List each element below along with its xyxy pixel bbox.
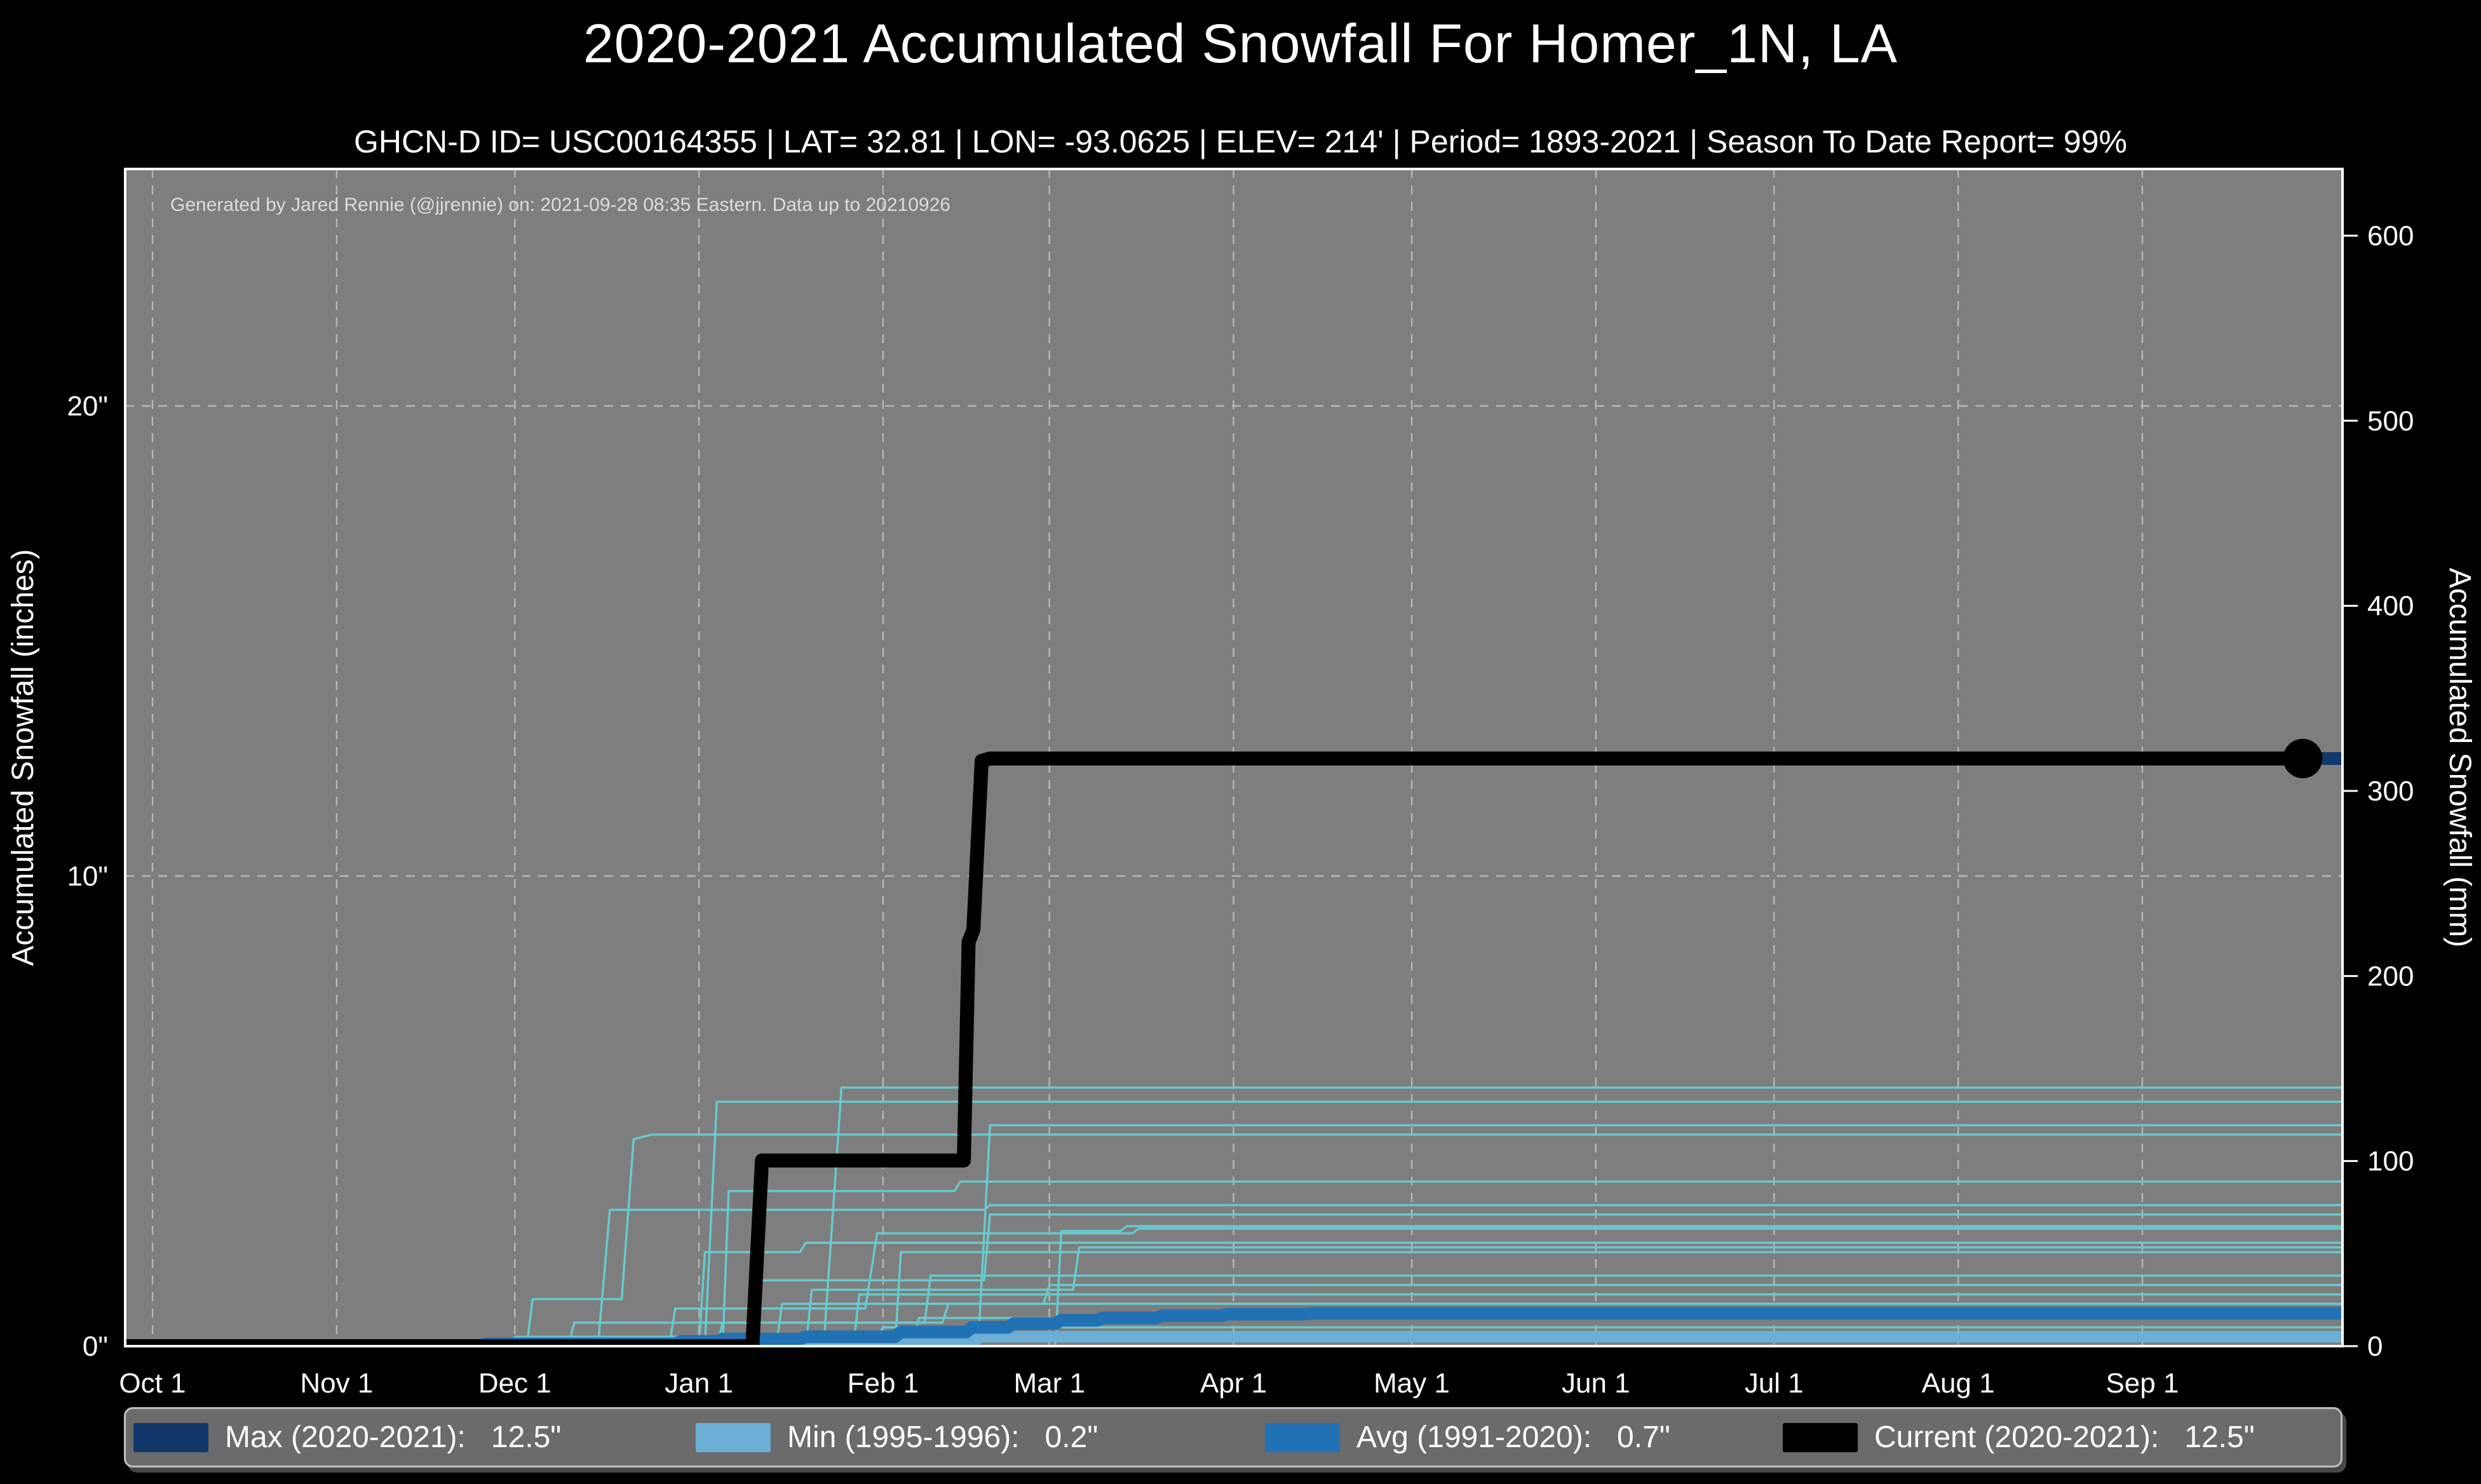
generated-by-annotation: Generated by Jared Rennie (@jjrennie) on… (170, 194, 950, 215)
legend-entry-avg: Avg (1991-2020): 0.7" (1265, 1409, 1670, 1466)
y-left-tick-label: 10" (67, 861, 108, 892)
legend-swatch (696, 1422, 771, 1452)
y-right-tick-label: 0 (2367, 1331, 2383, 1362)
y-right-axis-title: Accumulated Snowfall (mm) (2443, 568, 2477, 948)
x-tick-label: May 1 (1374, 1368, 1450, 1399)
historical-season-line (125, 1133, 2342, 1346)
y-right-tick-label: 500 (2367, 405, 2414, 436)
historical-season-line (125, 1251, 2342, 1346)
historical-season-line (125, 1100, 2342, 1346)
x-tick-label: Jun 1 (1562, 1368, 1630, 1399)
x-tick-label: Apr 1 (1200, 1368, 1267, 1399)
legend-entry-min: Min (1995-1996): 0.2" (696, 1409, 1098, 1466)
legend-value: 0.2" (1044, 1420, 1099, 1454)
y-left-tick-label: 0" (83, 1331, 108, 1362)
current-end-dot (2283, 739, 2323, 778)
gridlines (125, 169, 2342, 1346)
legend-swatch (1783, 1422, 1858, 1452)
legend-swatch (1265, 1422, 1340, 1452)
series-current-line (125, 752, 2303, 1346)
y-right-tick-label: 600 (2367, 220, 2414, 252)
legend-label: Current (2020-2021): (1874, 1420, 2160, 1454)
legend-swatch (133, 1422, 208, 1452)
y-left-axis-title: Accumulated Snowfall (inches) (6, 549, 40, 966)
x-tick-label: Aug 1 (1922, 1368, 1995, 1399)
x-tick-label: Mar 1 (1013, 1368, 1085, 1399)
x-tick-label: Jul 1 (1745, 1368, 1804, 1399)
legend-label: Avg (1991-2020): (1356, 1420, 1592, 1454)
plot-border (124, 168, 2344, 1347)
chart-subtitle: GHCN-D ID= USC00164355 | LAT= 32.81 | LO… (354, 124, 2127, 159)
historical-season-line (125, 1293, 2342, 1346)
x-tick-label: Jan 1 (665, 1368, 733, 1399)
y-left-tick-label: 20" (67, 391, 108, 422)
x-tick-label: Dec 1 (478, 1368, 551, 1399)
historical-season-line (125, 1302, 2342, 1346)
historical-season-line (125, 1124, 2342, 1346)
legend-label: Max (2020-2021): (225, 1420, 466, 1454)
historical-season-line (125, 1284, 2342, 1346)
historical-season-line (125, 1180, 2342, 1346)
historical-season-line (125, 1213, 2342, 1346)
y-right-tick-label: 400 (2367, 591, 2414, 622)
legend-entry-current: Current (2020-2021): 12.5" (1783, 1409, 2255, 1466)
y-right-tick-label: 100 (2367, 1146, 2414, 1177)
series-min-line (125, 1331, 2342, 1346)
series-layer (125, 739, 2342, 1346)
legend-label: Min (1995-1996): (787, 1420, 1020, 1454)
x-tick-label: Oct 1 (119, 1368, 186, 1399)
legend-value: 12.5" (2184, 1420, 2255, 1454)
historical-season-line (125, 1246, 2342, 1346)
x-tick-label: Sep 1 (2106, 1368, 2179, 1399)
chart-legend: Max (2020-2021): 12.5" Min (1995-1996): 0.2… (124, 1407, 2342, 1467)
historical-season-line (125, 1204, 2342, 1346)
historical-season-line (125, 1086, 2342, 1346)
x-tick-label: Nov 1 (300, 1368, 373, 1399)
y-right-tick-label: 300 (2367, 776, 2414, 807)
y-right-tick-label: 200 (2367, 961, 2414, 992)
legend-value: 0.7" (1617, 1420, 1670, 1454)
x-tick-label: Feb 1 (848, 1368, 919, 1399)
legend-value: 12.5" (490, 1420, 562, 1454)
historical-seasons (125, 1086, 2342, 1346)
chart-title: 2020-2021 Accumulated Snowfall For Homer… (583, 13, 1898, 74)
legend-entry-max: Max (2020-2021): 12.5" (133, 1409, 561, 1466)
historical-season-line (125, 1225, 2342, 1346)
